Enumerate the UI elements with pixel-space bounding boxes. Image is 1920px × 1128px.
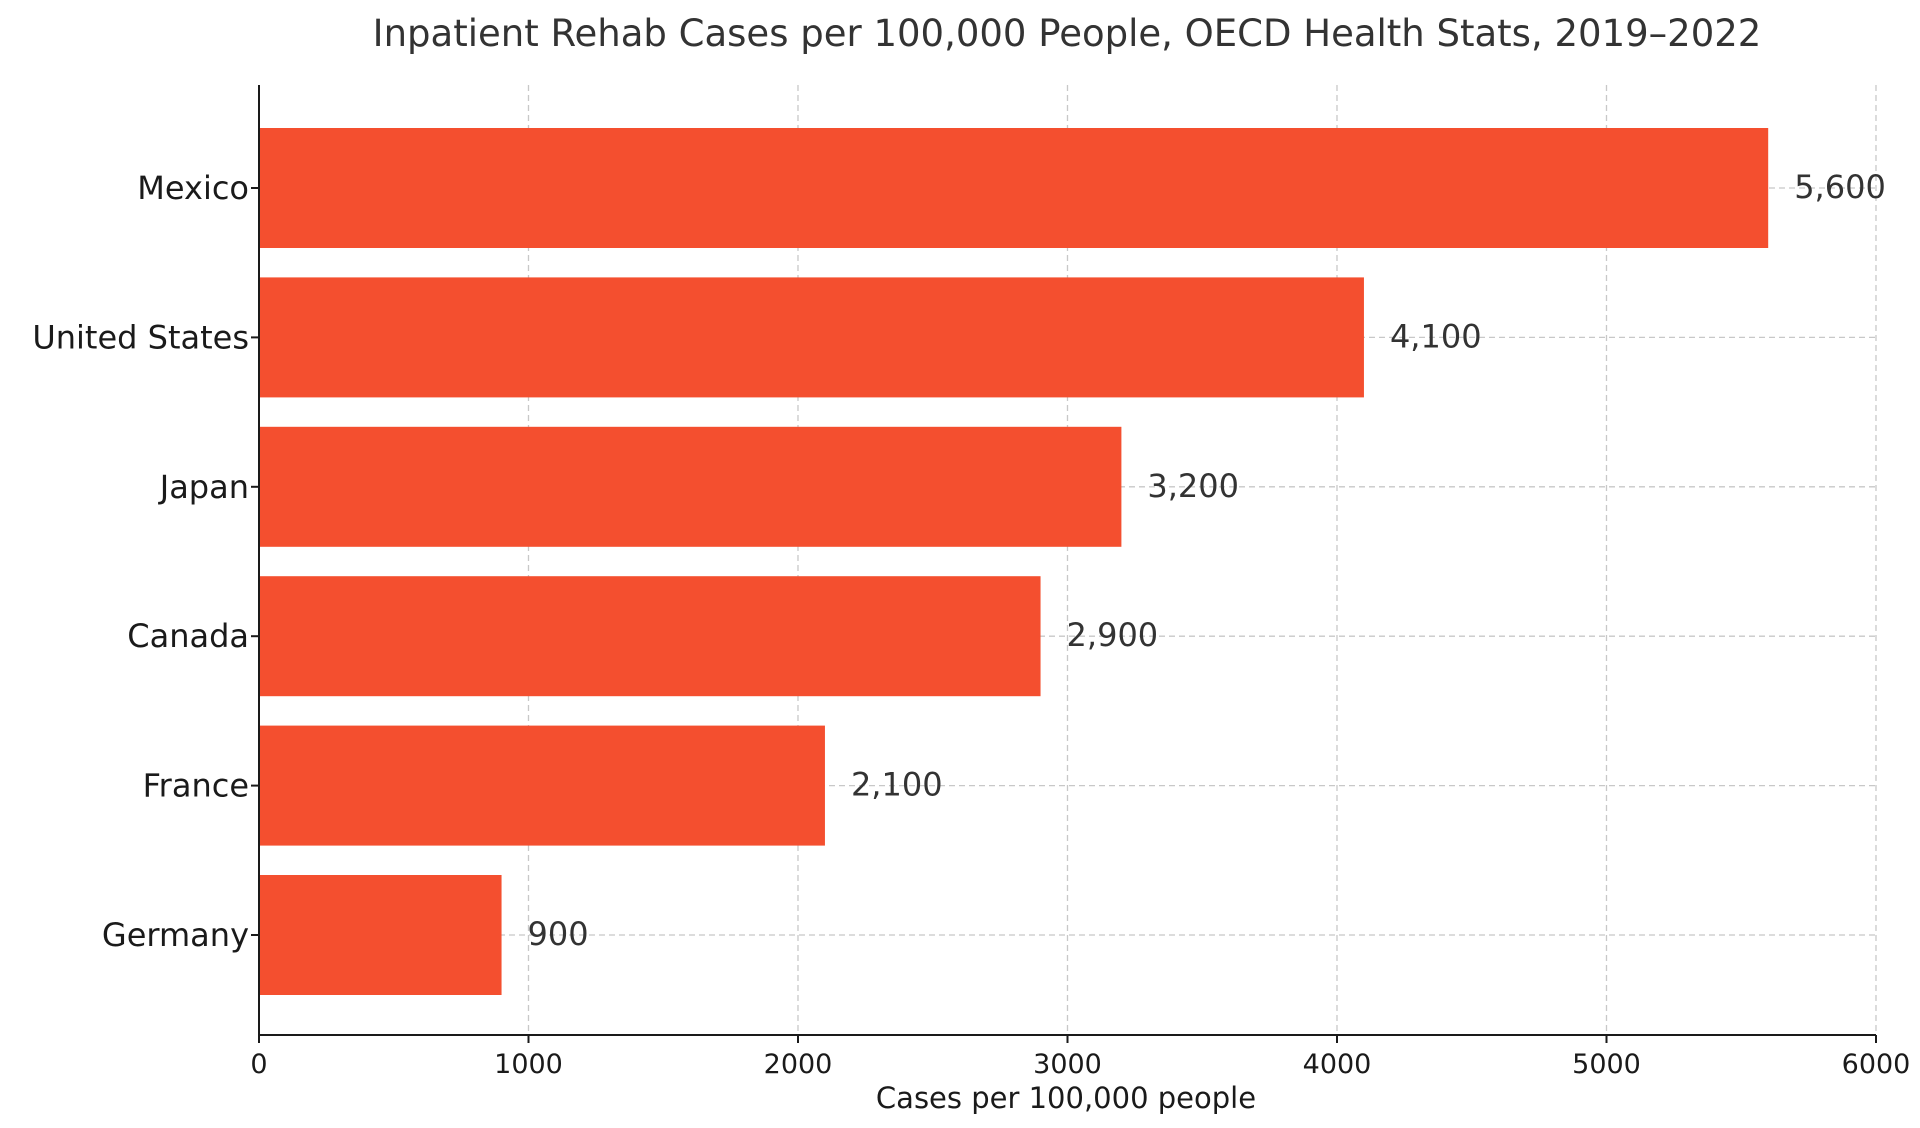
data-label: 5,600: [1794, 168, 1886, 206]
category-label: Canada: [127, 617, 249, 655]
category-label: Germany: [102, 916, 249, 954]
category-label: Japan: [158, 468, 249, 506]
bar-japan: [259, 426, 1122, 547]
x-tick-label: 2000: [764, 1049, 833, 1080]
bar-france: [259, 725, 825, 846]
category-label: Mexico: [137, 169, 249, 207]
bar-germany: [259, 875, 502, 995]
data-label: 3,200: [1147, 467, 1239, 505]
x-tick-label: 4000: [1303, 1049, 1372, 1080]
labels: 0 1000 2000 3000 4000 5000 6000 Mexico United St…: [32, 168, 1910, 1080]
bar-canada: [259, 576, 1041, 697]
data-label: 4,100: [1390, 317, 1482, 355]
category-label: United States: [32, 318, 249, 356]
x-axis-label: Cases per 100,000 people: [876, 1081, 1256, 1115]
bars: [259, 128, 1769, 995]
x-tick-label: 3000: [1033, 1049, 1102, 1080]
x-tick-label: 5000: [1572, 1049, 1641, 1080]
data-label: 2,900: [1067, 616, 1159, 654]
bar-mexico: [259, 128, 1769, 248]
grid-lines: [259, 85, 1877, 1035]
bar-united-states: [259, 277, 1364, 398]
x-tick-label: 6000: [1842, 1049, 1911, 1080]
x-tick-label: 1000: [494, 1049, 563, 1080]
data-label: 2,100: [851, 766, 943, 804]
chart-title: Inpatient Rehab Cases per 100,000 People…: [373, 12, 1762, 55]
x-tick-label: 0: [250, 1049, 267, 1080]
data-label: 900: [528, 915, 589, 953]
axes: [251, 85, 1877, 1043]
category-label: France: [143, 767, 249, 805]
